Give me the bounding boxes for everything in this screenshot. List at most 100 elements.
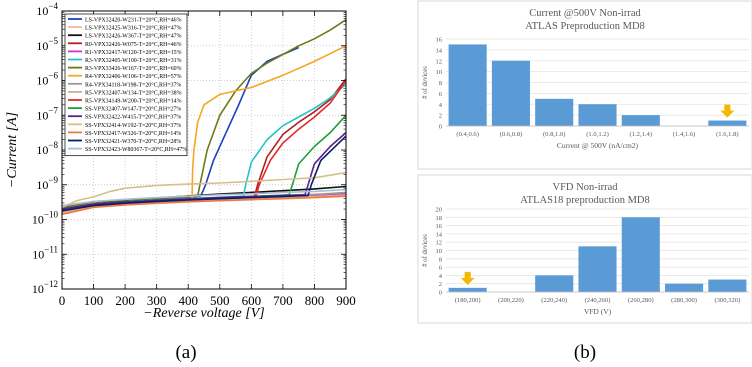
x-tick-label: 400: [178, 293, 198, 308]
y-tick-label: 14: [436, 231, 443, 238]
y-tick-base: 10: [32, 213, 44, 227]
legend-entry-15: SS-VPX32421-W370-T=20°C,RH=28%: [85, 138, 181, 145]
bar-2: [535, 275, 574, 292]
y-tick-label: 0: [439, 124, 442, 131]
legend-entry-2: LS-VPX32426-W367-T=20°C,RH=47%: [85, 33, 182, 40]
x-tick-label: 800: [305, 293, 325, 308]
series-line-12: [61, 131, 347, 210]
y-tick-label: 8: [439, 256, 442, 263]
y-tick-exponent: −11: [44, 244, 58, 254]
y-tick-label: 10−4: [36, 1, 58, 18]
y-tick-base: 10: [32, 247, 44, 261]
legend-entry-7: R4-VPX32406-W106-T=20°C,RH=57%: [85, 73, 182, 80]
y-tick-exponent: −10: [44, 210, 59, 220]
y-tick-label: 10−12: [32, 279, 58, 296]
current-histogram: Current @500V Non-irrad ATLAS Preproducti…: [417, 0, 752, 170]
bar-5: [665, 283, 704, 292]
x-tick-label: (260,280): [628, 297, 654, 304]
legend-entry-0: LS-VPX32420-W231-T=20°C,RH=46%: [85, 17, 182, 24]
y-tick-label: 2: [439, 281, 442, 288]
x-tick-label: (0.6,0.8): [500, 131, 523, 138]
y-tick-label: 6: [439, 265, 443, 272]
bar-0: [448, 287, 487, 292]
bar-3: [578, 246, 617, 292]
bar-6: [708, 120, 747, 126]
y-tick-label: 2: [439, 113, 442, 120]
x-tick-label: 600: [242, 293, 262, 308]
y-tick-label: 18: [436, 215, 443, 222]
x-tick-label: 200: [115, 293, 135, 308]
y-tick-exponent: −9: [48, 175, 58, 185]
x-tick-label: (1.0,1.2): [586, 131, 609, 138]
iv-curve-chart: 0 100 200 300 400 500 600 700 800 90010−410−510−6…: [5, 1, 356, 321]
x-tick-label: 500: [210, 293, 230, 308]
y-tick-base: 10: [36, 4, 48, 18]
x-tick-label: (240,260): [585, 297, 611, 304]
y-tick-label: 16: [436, 37, 443, 44]
y-tick-label: 10: [436, 69, 443, 76]
x-tick-label: 0: [59, 293, 66, 308]
x-axis-label: −Reverse voltage [V]: [143, 306, 264, 321]
y-tick-exponent: −5: [48, 36, 58, 46]
y-tick-label: 4: [439, 102, 443, 109]
y-tick-exponent: −12: [44, 279, 58, 289]
legend-entry-5: R3-VPX32405-W100-T=20°C,RH=31%: [85, 57, 182, 64]
legend-entry-1: LS-VPX32425-W316-T=20°C,RH=47%: [85, 25, 182, 32]
panel-a-caption: (a): [175, 342, 196, 363]
y-tick-exponent: −8: [48, 140, 58, 150]
x-tick-label: (0.4,0.6): [456, 131, 479, 138]
y-tick-label: 10−11: [32, 244, 58, 261]
x-axis-label: Current @ 500V (nA/cm2): [557, 141, 639, 150]
y-tick-label: 6: [439, 91, 443, 98]
bar-4: [621, 115, 660, 126]
y-tick-label: 10−5: [36, 36, 58, 53]
histogram-title: VFD Non-irrad: [552, 182, 618, 193]
legend-entry-13: SS-VPX32414-W192-T=20°C,RH=37%: [85, 122, 181, 129]
y-tick-label: 16: [436, 223, 443, 230]
x-tick-label: (200,220): [498, 297, 524, 304]
series-line-16: [61, 188, 347, 207]
y-tick-label: 0: [439, 290, 442, 297]
series-line-13: [61, 171, 347, 209]
highlight-arrow-icon: [720, 104, 735, 118]
x-tick-label: (180,200): [455, 297, 481, 304]
histogram-title: Current @500V Non-irrad: [529, 8, 641, 19]
y-tick-label: 10−9: [36, 175, 58, 192]
x-tick-label: (0.8,1.0): [543, 131, 566, 138]
x-tick-label: 100: [84, 293, 104, 308]
y-tick-base: 10: [36, 108, 48, 122]
series-line-14: [61, 195, 347, 216]
y-tick-exponent: −6: [48, 71, 58, 81]
bar-3: [578, 104, 617, 126]
highlight-arrow-icon: [460, 271, 475, 285]
y-tick-label: 10−8: [36, 140, 58, 157]
legend-entry-16: SS-VPX32423-W80367-T=20°C,RH=47%: [85, 146, 187, 153]
histogram-subtitle: ATLAS Preproduction MD8: [525, 21, 645, 32]
histogram-subtitle: ATLAS18 preproduction MD8: [520, 195, 650, 206]
x-tick-label: (1.4,1.6): [673, 131, 696, 138]
vfd-histogram: VFD Non-irrad ATLAS18 preproduction MD8 0 2…: [417, 174, 752, 324]
y-tick-label: 10−6: [36, 71, 58, 88]
y-tick-base: 10: [36, 39, 48, 53]
y-tick-label: 10−7: [36, 105, 58, 122]
y-axis-label: −Current [A]: [5, 112, 20, 188]
legend-box: [64, 13, 188, 157]
y-axis-label: # of devices: [422, 66, 429, 99]
bar-0: [448, 44, 487, 126]
y-tick-base: 10: [36, 143, 48, 157]
y-tick-label: 10−10: [32, 210, 59, 227]
y-axis-label: # of devices: [422, 234, 429, 267]
x-tick-label: (1.6,1.8): [716, 131, 739, 138]
bar-4: [621, 217, 660, 292]
bar-6: [708, 279, 747, 292]
y-tick-exponent: −4: [48, 1, 58, 11]
y-tick-label: 12: [436, 240, 443, 247]
legend-entry-10: R5-VPX34149-W200-T=20°C,RH=14%: [85, 98, 182, 105]
y-tick-base: 10: [36, 178, 48, 192]
x-tick-label: 900: [336, 293, 356, 308]
x-tick-label: 300: [147, 293, 167, 308]
x-tick-label: (280,300): [671, 297, 697, 304]
y-tick-label: 10: [436, 248, 443, 255]
legend-entry-8: R4-VPX34118-W198-T=20°C,RH=37%: [85, 81, 181, 88]
